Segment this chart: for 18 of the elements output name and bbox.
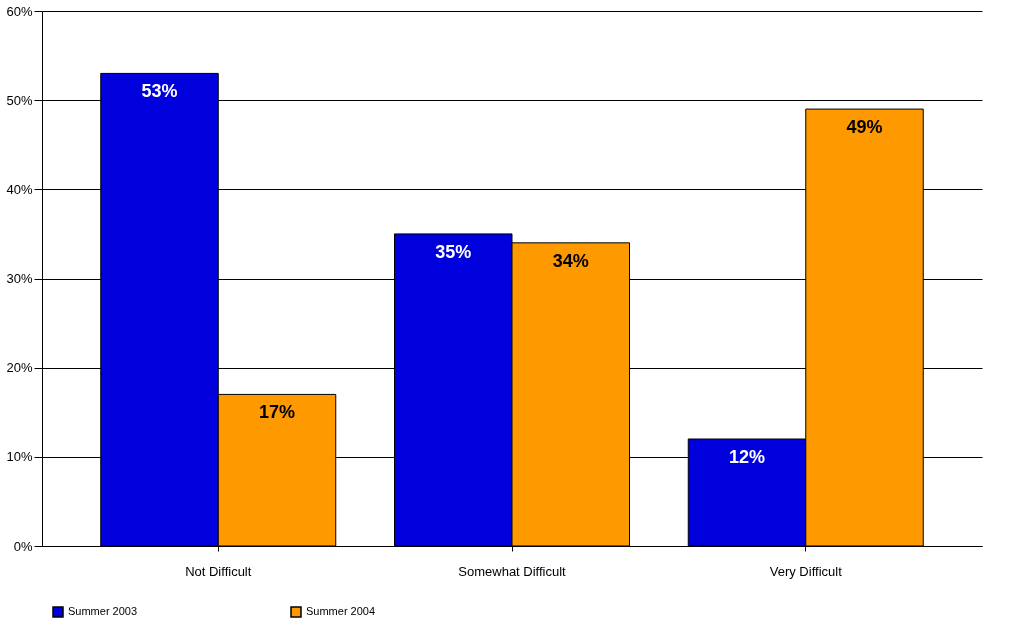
data-label: 12%	[728, 447, 766, 467]
y-tick-label: 20%	[6, 360, 33, 376]
legend-label: Summer 2004	[306, 605, 376, 617]
data-label: 34%	[552, 250, 589, 271]
data-label: 17%	[258, 402, 296, 423]
x-tick-label: Somewhat Difficult	[458, 563, 567, 579]
x-tick-label: Very Difficult	[769, 563, 843, 579]
y-tick-label: 40%	[6, 181, 33, 197]
data-label: 53%	[141, 81, 178, 102]
data-label: 49%	[846, 117, 883, 138]
y-tick-label: 60%	[6, 3, 33, 19]
legend-label: Summer 2003	[68, 605, 138, 617]
y-tick-label: 10%	[6, 449, 33, 465]
y-tick-label: 50%	[6, 92, 33, 108]
x-tick-label: Not Difficult	[185, 563, 252, 579]
y-tick-label: 0%	[13, 538, 33, 554]
data-label: 35%	[435, 241, 472, 262]
y-tick-label: 30%	[6, 271, 33, 286]
